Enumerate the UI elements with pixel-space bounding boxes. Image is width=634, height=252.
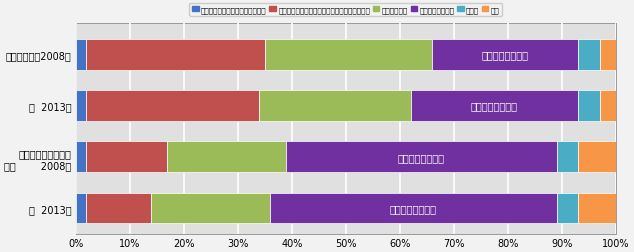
- Bar: [167, 142, 287, 172]
- Text: 相続・贈与で取得: 相続・贈与で取得: [482, 50, 529, 60]
- Bar: [578, 142, 616, 172]
- Bar: [411, 91, 578, 121]
- Bar: [578, 40, 600, 70]
- Text: 相続・贈与で取得: 相続・贈与で取得: [390, 203, 437, 213]
- Bar: [270, 193, 557, 224]
- Bar: [557, 142, 578, 172]
- Bar: [75, 142, 86, 172]
- Bar: [86, 142, 167, 172]
- Bar: [578, 193, 616, 224]
- Bar: [287, 142, 557, 172]
- Legend: 国・都道府県・市区町村から購入, 会社・都市再生機構・公社などの法人から購入, 個人から購入, 相続・贈与で取得, その他, 不詳: 国・都道府県・市区町村から購入, 会社・都市再生機構・公社などの法人から購入, …: [190, 4, 502, 16]
- Bar: [557, 193, 578, 224]
- Bar: [86, 91, 259, 121]
- Bar: [75, 91, 86, 121]
- Bar: [152, 193, 270, 224]
- Bar: [86, 40, 265, 70]
- Bar: [600, 91, 616, 121]
- Bar: [578, 91, 600, 121]
- Bar: [259, 91, 411, 121]
- Bar: [265, 40, 432, 70]
- Bar: [432, 40, 578, 70]
- Bar: [75, 40, 86, 70]
- Bar: [600, 40, 616, 70]
- Bar: [75, 193, 86, 224]
- Bar: [86, 193, 152, 224]
- Text: 相続・贈与で取得: 相続・贈与で取得: [398, 152, 445, 162]
- Text: 相続・贈与で取得: 相続・贈与で取得: [471, 101, 518, 111]
